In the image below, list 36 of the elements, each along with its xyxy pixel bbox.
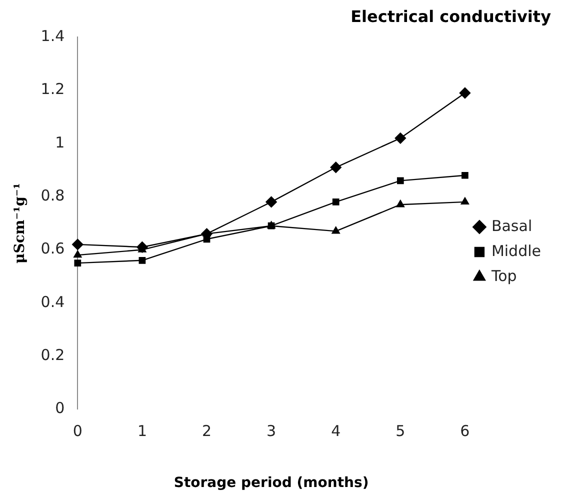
y-axis-title: μScm⁻¹g⁻¹ <box>12 182 28 264</box>
point <box>332 198 340 206</box>
point <box>332 226 340 234</box>
y-tick-label: 1.2 <box>40 80 65 98</box>
point <box>72 238 84 250</box>
point <box>74 260 82 266</box>
y-tick-label: 0.6 <box>40 240 65 258</box>
point <box>396 200 404 208</box>
y-tick-label: 1 <box>55 133 65 152</box>
x-tick-label: 2 <box>202 422 212 440</box>
x-tick-label: 6 <box>460 422 470 440</box>
legend-label: Basal <box>491 216 532 235</box>
y-tick-label: 1.4 <box>40 27 65 46</box>
x-tick-label: 3 <box>266 422 276 440</box>
point <box>138 256 146 264</box>
y-tick-label: 0.4 <box>40 292 65 311</box>
point <box>74 250 82 258</box>
legend-label: Top <box>490 266 517 285</box>
point <box>459 87 471 99</box>
y-tick-label: 0 <box>55 399 65 418</box>
point <box>266 196 277 208</box>
point <box>136 242 148 253</box>
point <box>460 197 470 205</box>
chart-title: Electrical conductivity <box>350 6 552 26</box>
point <box>394 132 406 144</box>
y-tick-label: 0.8 <box>40 186 65 205</box>
point <box>330 162 342 173</box>
x-tick-label: 0 <box>72 422 82 440</box>
legend-label: Middle <box>491 242 542 260</box>
point <box>462 172 468 179</box>
x-tick-label: 1 <box>137 422 147 440</box>
x-tick-label: 5 <box>396 422 406 440</box>
x-tick-label: 4 <box>331 422 341 440</box>
x-axis-title: Storage period (months) <box>174 475 369 492</box>
y-tick-label: 0.2 <box>40 346 65 364</box>
point <box>396 177 404 184</box>
